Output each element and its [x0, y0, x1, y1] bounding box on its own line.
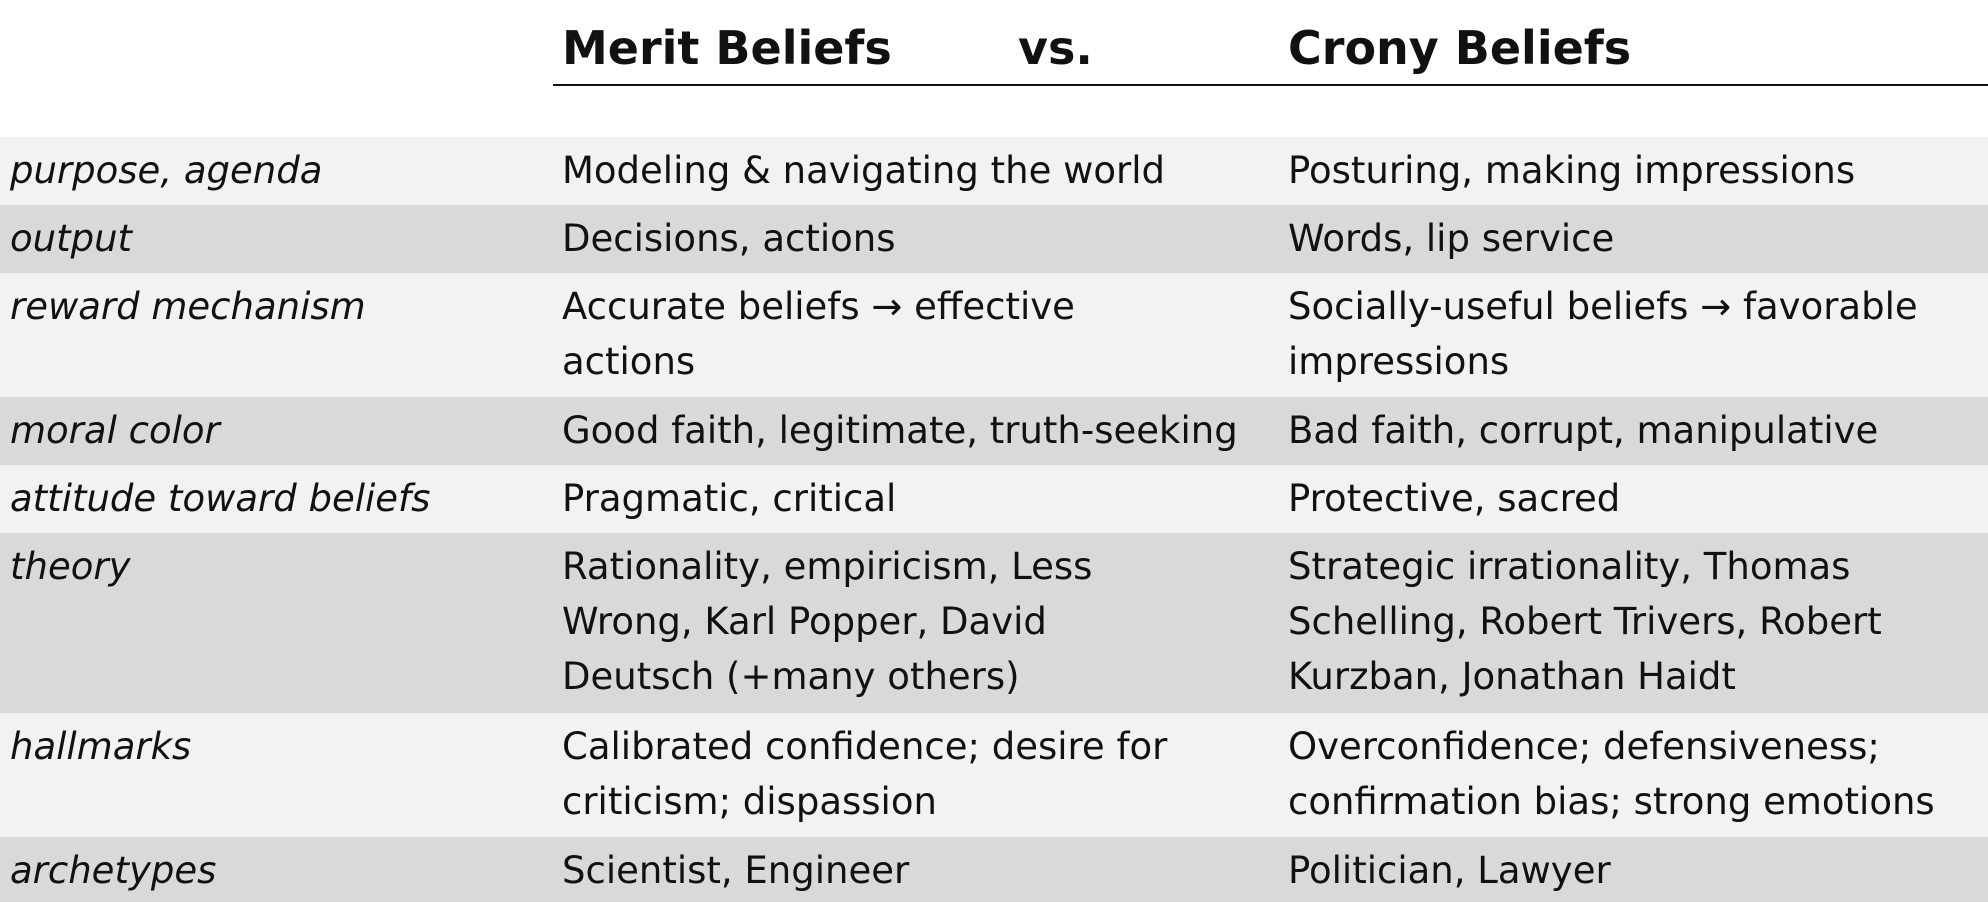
table-row: hallmarks Calibrated confidence; desire … — [0, 713, 1988, 837]
crony-cell: Protective, sacred — [1288, 477, 1621, 520]
table-row: moral color Good faith, legitimate, trut… — [0, 397, 1988, 465]
crony-cell: Words, lip service — [1288, 217, 1615, 260]
merit-cell: Pragmatic, critical — [562, 477, 897, 520]
table-row: archetypes Scientist, Engineer Politicia… — [0, 837, 1988, 902]
crony-cell: Politician, Lawyer — [1288, 849, 1611, 892]
row-label: hallmarks — [10, 725, 192, 768]
crony-cell: Overconfidence; defensiveness; confirmat… — [1288, 725, 1935, 823]
merit-cell: Good faith, legitimate, truth-seeking — [562, 409, 1238, 452]
crony-cell: Socially-useful beliefs → favorable impr… — [1288, 285, 1918, 383]
row-label: attitude toward beliefs — [10, 477, 431, 520]
table-row: theory Rationality, empiricism, Less Wro… — [0, 533, 1988, 713]
header-vs: vs. — [1018, 21, 1093, 75]
row-label: purpose, agenda — [10, 149, 323, 192]
table-row: output Decisions, actions Words, lip ser… — [0, 205, 1988, 273]
merit-cell: Scientist, Engineer — [562, 849, 910, 892]
table-row: purpose, agenda Modeling & navigating th… — [0, 137, 1988, 205]
merit-cell: Accurate beliefs → effective actions — [562, 285, 1075, 383]
header-underline — [553, 84, 1988, 86]
table-row: attitude toward beliefs Pragmatic, criti… — [0, 465, 1988, 533]
table-header: Merit Beliefs vs. Crony Beliefs — [0, 0, 1988, 90]
row-label: moral color — [10, 409, 220, 452]
table-row: reward mechanism Accurate beliefs → effe… — [0, 273, 1988, 397]
merit-cell: Rationality, empiricism, Less Wrong, Kar… — [562, 545, 1093, 698]
header-merit-beliefs: Merit Beliefs — [562, 21, 892, 75]
crony-cell: Bad faith, corrupt, manipulative — [1288, 409, 1879, 452]
row-label: output — [10, 217, 133, 260]
merit-cell: Modeling & navigating the world — [562, 149, 1165, 192]
merit-cell: Decisions, actions — [562, 217, 896, 260]
row-label: archetypes — [10, 849, 217, 892]
merit-cell: Calibrated confidence; desire for critic… — [562, 725, 1168, 823]
crony-cell: Posturing, making impressions — [1288, 149, 1856, 192]
comparison-table: purpose, agenda Modeling & navigating th… — [0, 137, 1988, 902]
row-label: theory — [10, 545, 131, 588]
header-crony-beliefs: Crony Beliefs — [1288, 21, 1632, 75]
row-label: reward mechanism — [10, 285, 366, 328]
crony-cell: Strategic irrationality, Thomas Schellin… — [1288, 545, 1882, 698]
